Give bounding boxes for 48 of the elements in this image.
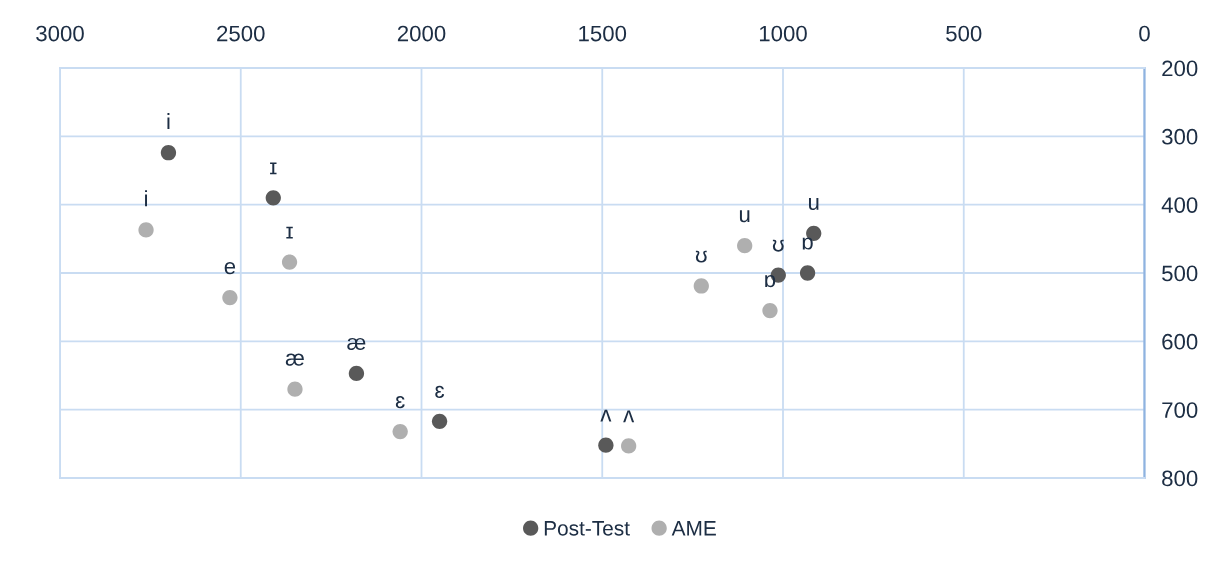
data-label: e bbox=[224, 262, 236, 275]
data-label: ɒ bbox=[765, 275, 776, 288]
x-tick-label: 0 bbox=[1139, 25, 1150, 42]
data-label: æ bbox=[285, 353, 304, 366]
x-tick-label: 3000 bbox=[36, 25, 84, 42]
data-label: ɛ bbox=[435, 385, 445, 398]
point bbox=[431, 413, 448, 429]
x-tick-label: 2500 bbox=[217, 25, 265, 42]
y-tick-label: 700 bbox=[1162, 402, 1198, 418]
data-label: ʊ bbox=[772, 239, 784, 252]
y-tick-label: 500 bbox=[1162, 265, 1198, 282]
data-label: i bbox=[167, 113, 170, 130]
point bbox=[621, 438, 637, 454]
x-tick-label: 500 bbox=[946, 25, 982, 42]
data-label: æ bbox=[347, 337, 366, 351]
y-tick-label: 800 bbox=[1162, 470, 1198, 487]
data-label: ʌ bbox=[623, 410, 635, 423]
y-tick-label: 300 bbox=[1162, 128, 1198, 145]
point bbox=[737, 238, 753, 254]
point bbox=[762, 302, 778, 319]
point bbox=[392, 423, 408, 440]
point bbox=[693, 278, 709, 294]
point bbox=[265, 190, 281, 206]
data-label: u bbox=[808, 198, 819, 210]
x-tick-label: 2000 bbox=[397, 25, 446, 42]
point bbox=[281, 254, 298, 270]
data-label: ʌ bbox=[600, 409, 612, 422]
data-label: ɪ bbox=[270, 162, 277, 175]
point bbox=[287, 381, 303, 397]
legend-label: Post-Test bbox=[544, 521, 630, 536]
point bbox=[138, 222, 154, 238]
y-tick-label: 600 bbox=[1162, 333, 1198, 350]
data-label: ɪ bbox=[286, 226, 293, 239]
point bbox=[799, 265, 816, 281]
data-label: ɛ bbox=[395, 395, 405, 409]
point bbox=[160, 145, 177, 161]
point bbox=[598, 437, 614, 453]
data-label: ʊ bbox=[695, 250, 707, 263]
y-tick-label: 200 bbox=[1162, 60, 1198, 77]
data-label: u bbox=[739, 210, 750, 223]
x-tick-label: 1000 bbox=[759, 25, 807, 42]
data-label: i bbox=[145, 190, 148, 207]
legend-label: AME bbox=[671, 521, 716, 536]
y-tick-label: 400 bbox=[1161, 197, 1198, 213]
x-tick-label: 1500 bbox=[579, 25, 627, 42]
data-label: ɒ bbox=[802, 237, 813, 250]
point bbox=[348, 365, 365, 382]
point bbox=[222, 289, 238, 306]
